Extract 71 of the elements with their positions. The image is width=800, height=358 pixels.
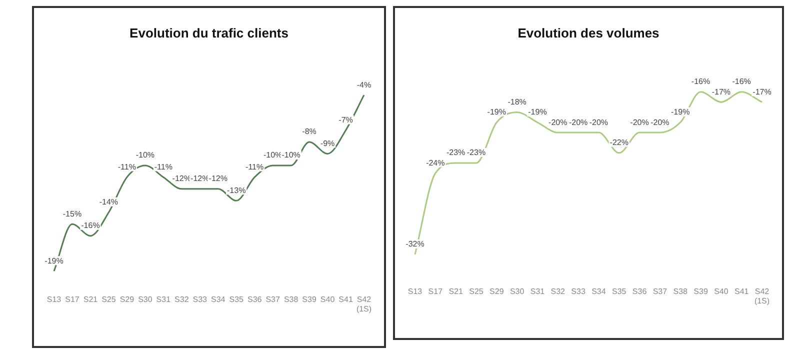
chart-title: Evolution du trafic clients bbox=[130, 25, 288, 40]
data-label: -20% bbox=[650, 118, 670, 127]
x-tick-label: S33 bbox=[192, 294, 208, 304]
data-label: -11% bbox=[154, 162, 172, 172]
data-label: -19% bbox=[671, 108, 690, 117]
x-tick-label: S25 bbox=[102, 294, 116, 304]
x-tick-label: S41 bbox=[734, 286, 750, 296]
x-tick-label: S36 bbox=[632, 286, 648, 296]
data-label: -16% bbox=[691, 77, 710, 86]
x-tick-label: S17 bbox=[65, 294, 80, 304]
data-label: -11% bbox=[246, 162, 264, 172]
data-label: -20% bbox=[568, 118, 588, 127]
data-label: -9% bbox=[320, 138, 335, 148]
data-label: -17% bbox=[752, 87, 772, 96]
x-tick-label: S17 bbox=[428, 286, 444, 296]
data-label: -16% bbox=[732, 77, 751, 86]
data-label: -23% bbox=[466, 148, 486, 158]
data-label: -18% bbox=[508, 97, 526, 106]
x-tick-label: S38 bbox=[284, 294, 299, 304]
data-label: -16% bbox=[81, 221, 100, 230]
x-tick-label: S32 bbox=[550, 286, 566, 296]
x-tick-label: S41 bbox=[338, 294, 354, 304]
x-tick-label: S21 bbox=[448, 286, 464, 296]
x-tick-label: S35 bbox=[612, 286, 627, 296]
data-label: -13% bbox=[227, 186, 246, 195]
x-tick-label: S42 (1S) bbox=[356, 294, 372, 314]
x-tick-label: S33 bbox=[571, 286, 586, 296]
x-tick-label: S30 bbox=[138, 294, 153, 304]
data-label: -19% bbox=[487, 108, 506, 117]
x-tick-label: S35 bbox=[229, 294, 244, 304]
x-tick-label: S34 bbox=[211, 294, 226, 304]
x-tick-label: S13 bbox=[408, 286, 423, 296]
x-tick-label: S25 bbox=[469, 286, 484, 296]
x-tick-label: S39 bbox=[694, 286, 708, 296]
data-label: -12% bbox=[208, 174, 228, 184]
data-label: -10% bbox=[282, 150, 300, 160]
data-label: -14% bbox=[99, 198, 118, 207]
x-tick-label: S30 bbox=[510, 286, 525, 296]
data-label: -7% bbox=[338, 115, 353, 124]
x-tick-label: S31 bbox=[156, 294, 172, 304]
data-label: -32% bbox=[406, 240, 424, 249]
data-label: -20% bbox=[630, 118, 649, 127]
data-label: -17% bbox=[712, 87, 731, 96]
data-label: -19% bbox=[44, 256, 64, 266]
data-label: -22% bbox=[610, 138, 628, 148]
x-tick-label: S38 bbox=[673, 286, 688, 296]
x-tick-label: S21 bbox=[83, 294, 98, 304]
data-label: -20% bbox=[589, 118, 608, 127]
x-tick-label: S31 bbox=[530, 286, 546, 296]
data-label: -10% bbox=[136, 150, 155, 160]
x-tick-label: S34 bbox=[592, 286, 606, 296]
data-label: -4% bbox=[356, 80, 372, 90]
x-tick-label: S40 bbox=[714, 286, 729, 296]
x-tick-label: S13 bbox=[46, 294, 62, 304]
x-tick-label: S32 bbox=[174, 294, 190, 304]
x-tick-label: S36 bbox=[247, 294, 262, 304]
data-label: -20% bbox=[548, 118, 568, 127]
x-tick-label: S42 (1S) bbox=[754, 286, 770, 306]
x-tick-label: S37 bbox=[266, 294, 280, 304]
data-label: -8% bbox=[302, 127, 316, 136]
data-label: -23% bbox=[446, 148, 466, 158]
x-tick-label: S29 bbox=[490, 286, 504, 296]
data-label: -11% bbox=[118, 162, 136, 172]
data-label: -19% bbox=[528, 108, 547, 117]
x-tick-label: S29 bbox=[120, 294, 135, 304]
x-tick-label: S37 bbox=[652, 286, 668, 296]
data-label: -24% bbox=[426, 158, 445, 168]
chart-title: Evolution des volumes bbox=[518, 25, 660, 40]
data-label: -15% bbox=[62, 209, 82, 218]
x-tick-label: S39 bbox=[302, 294, 317, 304]
x-tick-label: S40 bbox=[320, 294, 336, 304]
